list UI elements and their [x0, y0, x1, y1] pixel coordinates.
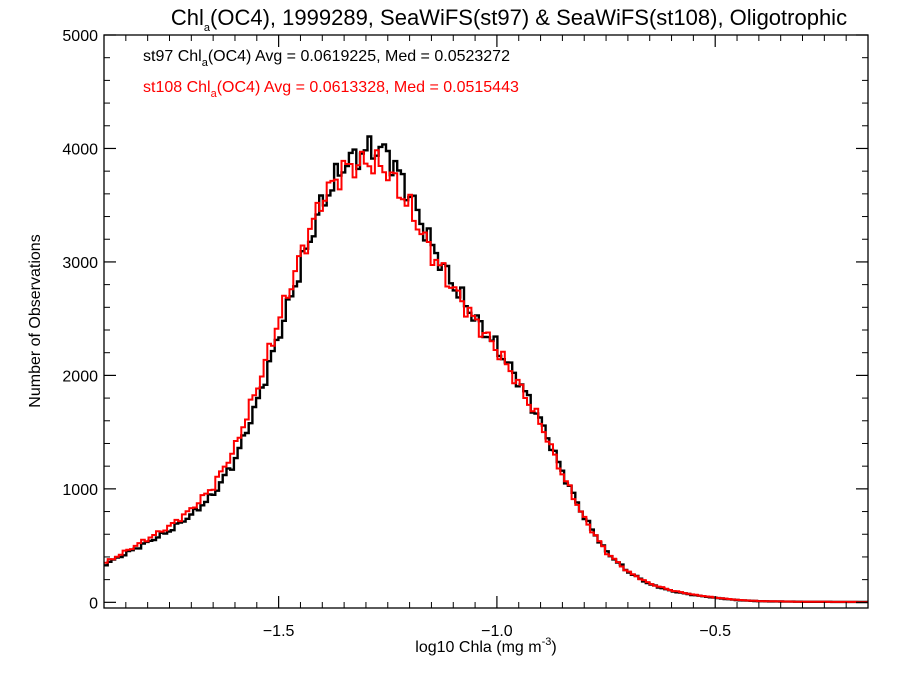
y-tick-label: 4000	[62, 141, 98, 158]
y-axis-label: Number of Observations	[27, 234, 44, 407]
plot-lines	[104, 135, 868, 604]
x-axis-label: log10 Chla (mg m-3)	[415, 636, 556, 656]
annotation-st108: st108 Chla(OC4) Avg = 0.0613328, Med = 0…	[143, 79, 519, 100]
y-tick-label: 5000	[62, 28, 98, 45]
series-line-st97	[104, 135, 868, 604]
x-tick-label: −1.5	[263, 623, 295, 640]
y-tick-label: 2000	[62, 368, 98, 385]
chart-title: Chla(OC4), 1999289, SeaWiFS(st97) & SeaW…	[171, 5, 847, 34]
annotation-st97: st97 Chla(OC4) Avg = 0.0619225, Med = 0.…	[143, 48, 510, 69]
x-tick-label: −1.0	[481, 623, 513, 640]
y-tick-label: 0	[89, 595, 98, 612]
axis-ticks: 0 1000 2000 3000 4000 5000 −1.5 −1.0 −0.5	[62, 28, 868, 640]
plot-frame	[103, 34, 869, 609]
y-tick-label: 3000	[62, 255, 98, 272]
y-tick-label: 1000	[62, 482, 98, 499]
x-tick-label: −0.5	[699, 623, 731, 640]
series-line-st108	[104, 149, 868, 603]
